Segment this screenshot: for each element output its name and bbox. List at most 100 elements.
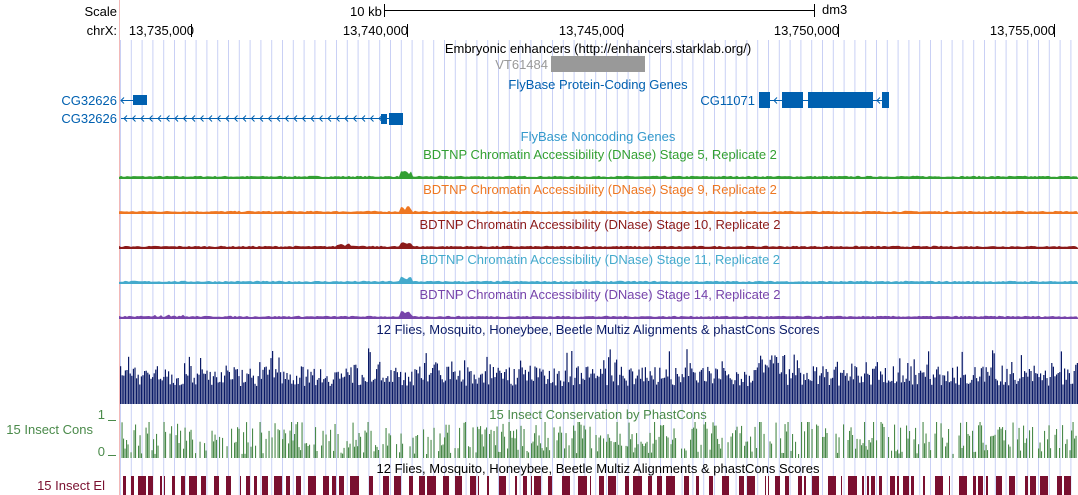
gene-label-cg11071[interactable]: CG11071 (700, 93, 755, 108)
conservation-bar (180, 430, 182, 458)
gene-label-cg32626[interactable]: CG32626 (61, 93, 117, 108)
alignment-bar (212, 376, 214, 404)
alignment-bar (428, 374, 430, 404)
alignment-bar (689, 363, 691, 404)
alignment-bar (833, 369, 835, 404)
conservation-bar (576, 453, 578, 458)
alignment-bar (800, 372, 802, 404)
alignment-bar (945, 381, 947, 404)
strand-arrow (182, 115, 187, 122)
conserved-element (633, 476, 642, 495)
track-title-dnase-stage11[interactable]: BDTNP Chromatin Accessibility (DNase) St… (419, 252, 781, 267)
conservation-bar (177, 423, 179, 458)
alignment-bar (438, 370, 440, 404)
alignment-bar (606, 385, 608, 404)
alignment-bar (398, 377, 400, 404)
track-title-dnase-stage14[interactable]: BDTNP Chromatin Accessibility (DNase) St… (419, 287, 781, 302)
conservation-bar (199, 441, 201, 458)
conservation-bar (717, 438, 719, 458)
side-label-phastcons[interactable]: 15 Insect Cons (6, 422, 93, 437)
alignment-bar (868, 375, 870, 404)
alignment-bar (488, 384, 490, 404)
alignment-bar (275, 369, 277, 404)
alignment-bar (211, 384, 213, 404)
track-title-enhancers[interactable]: Embryonic enhancers (http://enhancers.st… (444, 41, 752, 56)
track-title-dnase-stage9[interactable]: BDTNP Chromatin Accessibility (DNase) St… (423, 182, 777, 197)
alignment-bar (910, 366, 912, 404)
conservation-bar (526, 451, 528, 458)
conserved-element (959, 476, 967, 495)
alignment-bar (726, 375, 728, 404)
track-title-dnase-stage10[interactable]: BDTNP Chromatin Accessibility (DNase) St… (419, 217, 781, 232)
track-title-flybase-noncoding[interactable]: FlyBase Noncoding Genes (520, 129, 676, 144)
conservation-bar (205, 450, 207, 458)
conserved-element (286, 476, 290, 495)
conserved-element (470, 476, 476, 495)
alignment-bar (937, 366, 939, 404)
alignment-bar (811, 380, 813, 404)
track-title-multiz[interactable]: 12 Flies, Mosquito, Honeybee, Beetle Mul… (376, 322, 820, 337)
strand-arrow (267, 115, 272, 122)
alignment-bar (233, 367, 235, 404)
conservation-bar (153, 439, 155, 458)
conservation-bar (1038, 448, 1040, 458)
track-title-phastcons[interactable]: 15 Insect Conservation by PhastCons (489, 407, 707, 422)
conservation-bar (897, 449, 899, 458)
track-title-elements[interactable]: 12 Flies, Mosquito, Honeybee, Beetle Mul… (376, 461, 820, 476)
alignment-bar (854, 366, 856, 404)
gene-label-cg32626[interactable]: CG32626 (61, 111, 117, 126)
alignment-bar (806, 372, 808, 404)
conservation-bar (741, 425, 743, 458)
conserved-element (138, 476, 146, 495)
alignment-bar (1009, 374, 1011, 404)
conservation-bar (888, 437, 890, 458)
alignment-bar (776, 357, 778, 404)
conserved-element (625, 476, 629, 495)
conservation-bar (448, 424, 450, 458)
alignment-bar (499, 370, 501, 404)
conservation-bar (966, 422, 968, 458)
alignment-bar (1017, 381, 1019, 404)
alignment-bar (238, 376, 240, 404)
conservation-bar (1032, 427, 1034, 458)
alignment-bar (401, 385, 403, 404)
alignment-bar (792, 372, 794, 404)
alignment-bar (654, 367, 656, 404)
side-label-elements[interactable]: 15 Insect El (37, 478, 105, 493)
alignment-bar (396, 372, 398, 404)
alignment-bar (216, 377, 218, 404)
conservation-bar (247, 442, 249, 458)
enhancer-feature-label[interactable]: VT61484 (495, 57, 548, 72)
alignment-bar (691, 368, 693, 404)
conservation-bar (666, 436, 668, 458)
conservation-bar (871, 438, 873, 458)
conservation-bar (139, 435, 141, 458)
enhancer-feature-block (551, 56, 645, 72)
alignment-bar (824, 377, 826, 404)
strand-arrow (148, 115, 153, 122)
track-title-dnase-stage5[interactable]: BDTNP Chromatin Accessibility (DNase) St… (423, 147, 777, 162)
alignment-bar (539, 368, 541, 404)
alignment-bar (908, 380, 910, 404)
alignment-bar (505, 369, 507, 404)
alignment-bar (555, 385, 557, 404)
alignment-bar (929, 379, 931, 404)
track-title-flybase-coding[interactable]: FlyBase Protein-Coding Genes (508, 77, 688, 92)
alignment-bar (436, 363, 438, 404)
alignment-bar (387, 376, 389, 404)
conserved-element (246, 476, 250, 495)
conservation-bar (915, 427, 917, 458)
conserved-element (274, 476, 282, 495)
scale-label: Scale (84, 4, 117, 19)
alignment-bar (462, 379, 464, 404)
alignment-bar (569, 376, 571, 404)
gene-exon (759, 92, 770, 108)
conservation-bar (642, 443, 644, 458)
alignment-bar (628, 369, 630, 404)
dnase-signal-area (119, 242, 1078, 248)
gene-exon (389, 113, 403, 125)
alignment-bar (155, 369, 157, 404)
conservation-bar (667, 437, 669, 458)
